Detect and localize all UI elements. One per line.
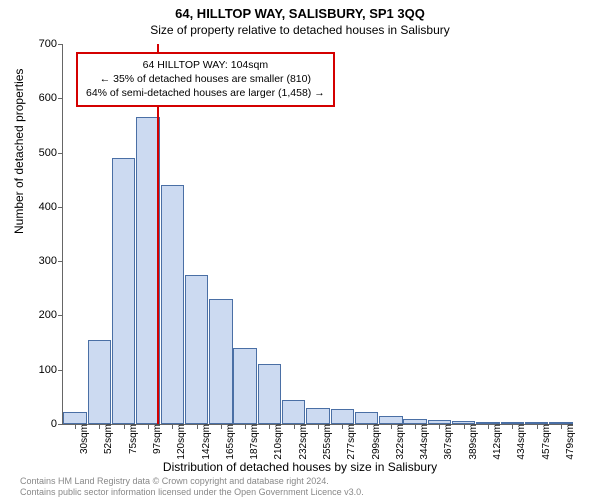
histogram-bar	[355, 412, 378, 424]
footer-line2: Contains public sector information licen…	[20, 487, 364, 498]
histogram-bar	[209, 299, 232, 424]
histogram-bar	[88, 340, 111, 424]
x-tick-label: 277sqm	[346, 424, 357, 460]
x-tick-label: 367sqm	[443, 424, 454, 460]
histogram-bar	[282, 400, 305, 424]
chart-subtitle: Size of property relative to detached ho…	[0, 21, 600, 37]
x-tick-label: 75sqm	[128, 424, 139, 454]
histogram-bar	[258, 364, 281, 424]
footer-line1: Contains HM Land Registry data © Crown c…	[20, 476, 364, 487]
histogram-bar	[185, 275, 208, 424]
x-tick-label: 299sqm	[371, 424, 382, 460]
x-tick-label: 142sqm	[201, 424, 212, 460]
x-tick-label: 389sqm	[468, 424, 479, 460]
x-tick-label: 97sqm	[152, 424, 163, 454]
y-axis-label: Number of detached properties	[12, 69, 26, 234]
info-box-line2: ← 35% of detached houses are smaller (81…	[86, 72, 325, 86]
x-tick-label: 210sqm	[273, 424, 284, 460]
info-box-line3: 64% of semi-detached houses are larger (…	[86, 86, 325, 100]
x-tick-label: 412sqm	[492, 424, 503, 460]
x-tick-label: 322sqm	[395, 424, 406, 460]
histogram-bar	[161, 185, 184, 424]
info-box-line1: 64 HILLTOP WAY: 104sqm	[86, 58, 325, 72]
histogram-bar	[233, 348, 256, 424]
histogram-bar	[331, 409, 354, 424]
x-tick-label: 255sqm	[322, 424, 333, 460]
histogram-bar	[112, 158, 135, 424]
property-info-box: 64 HILLTOP WAY: 104sqm ← 35% of detached…	[76, 52, 335, 107]
x-tick-label: 232sqm	[298, 424, 309, 460]
x-tick-label: 434sqm	[516, 424, 527, 460]
chart-container: 64, HILLTOP WAY, SALISBURY, SP1 3QQ Size…	[0, 0, 600, 500]
x-axis-label: Distribution of detached houses by size …	[0, 460, 600, 474]
address-title: 64, HILLTOP WAY, SALISBURY, SP1 3QQ	[0, 0, 600, 21]
x-tick-label: 52sqm	[103, 424, 114, 454]
x-tick-label: 187sqm	[249, 424, 260, 460]
x-tick-label: 165sqm	[225, 424, 236, 460]
x-tick-label: 344sqm	[419, 424, 430, 460]
histogram-bar	[306, 408, 329, 424]
x-tick-label: 30sqm	[79, 424, 90, 454]
footer-attribution: Contains HM Land Registry data © Crown c…	[20, 476, 364, 498]
x-tick-label: 479sqm	[565, 424, 576, 460]
histogram-bar	[63, 412, 86, 424]
x-tick-label: 120sqm	[176, 424, 187, 460]
histogram-bar	[379, 416, 402, 424]
x-tick-label: 457sqm	[541, 424, 552, 460]
